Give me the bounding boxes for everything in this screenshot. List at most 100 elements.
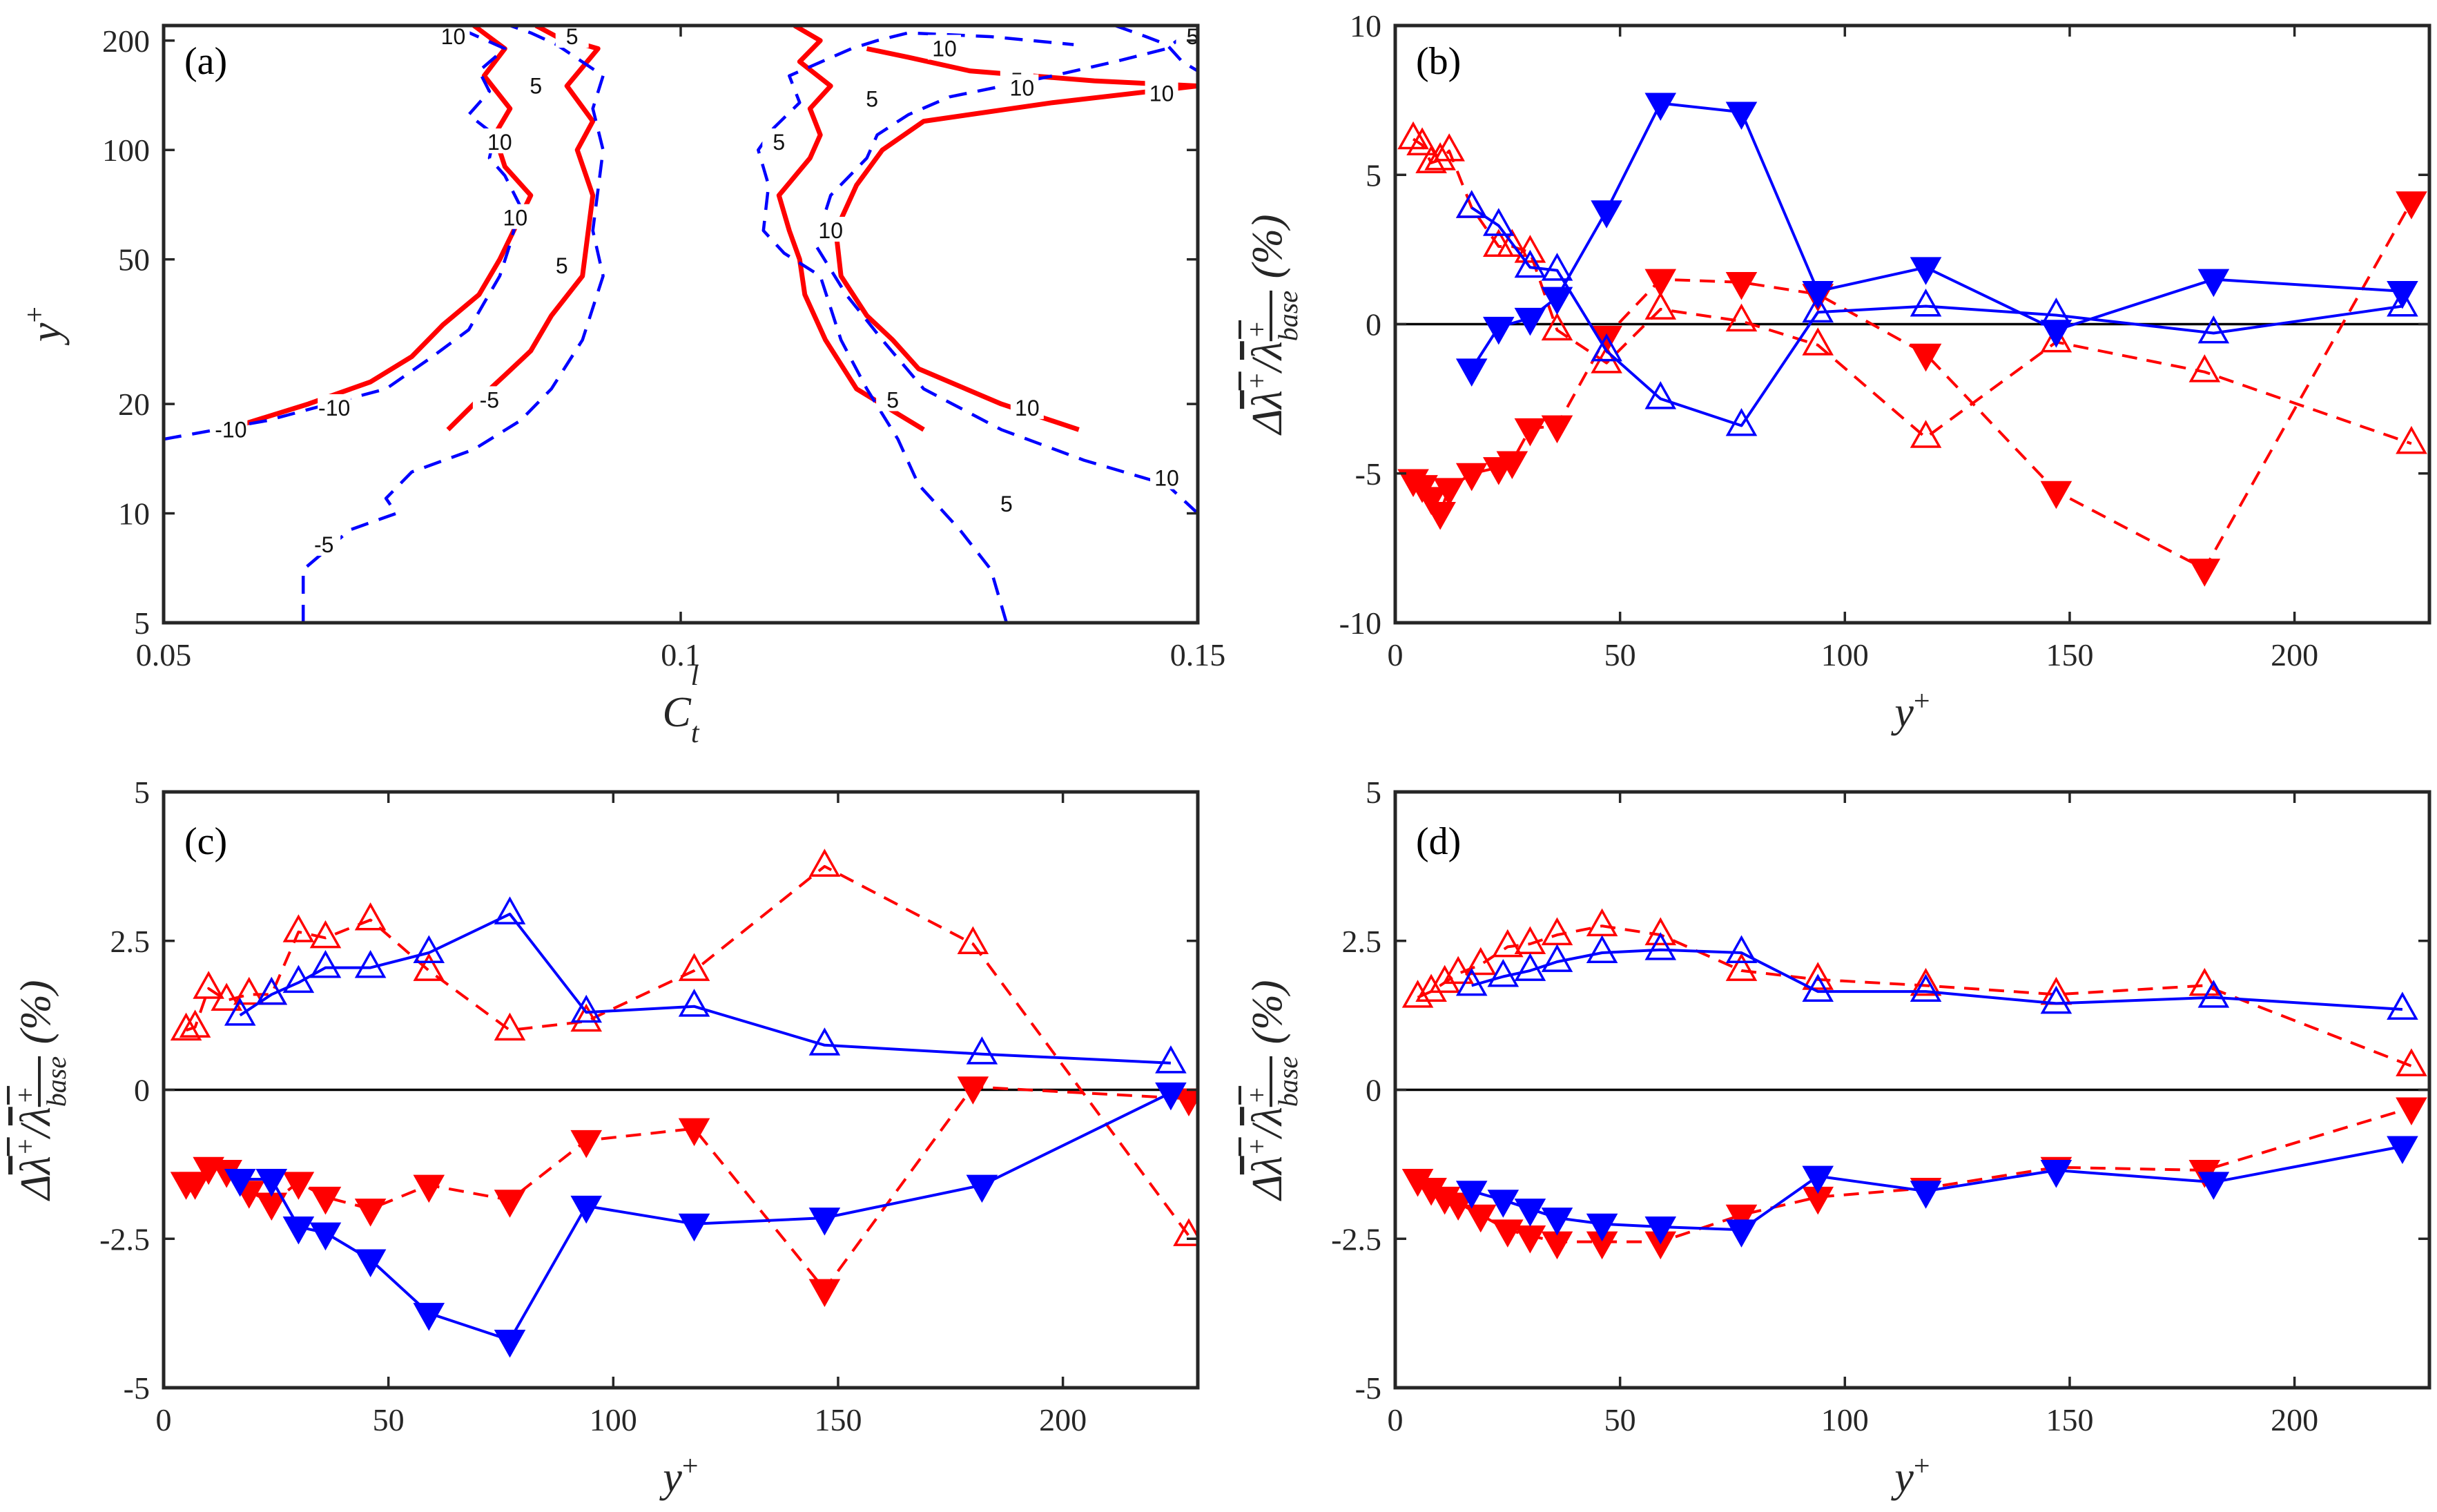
contour-label-bg <box>1176 26 1198 48</box>
y-axis-label: y+ <box>19 307 70 346</box>
y-tick-label: -2.5 <box>99 1221 150 1257</box>
data-point-red-open <box>1401 980 1434 1008</box>
plot-area <box>1395 908 2429 1260</box>
data-point-red-filled <box>1910 343 1942 372</box>
contour-label-bg <box>762 128 796 154</box>
data-point-red-filled <box>2188 559 2221 587</box>
data-point-red-open <box>170 1012 202 1041</box>
data-point-red-open <box>1541 312 1573 341</box>
data-point-red-filled <box>1644 269 1677 298</box>
data-point-blue-open <box>1802 973 1834 1002</box>
data-point-red-open <box>233 976 265 1005</box>
data-point-blue-open <box>413 935 445 963</box>
contour-label: -10 <box>318 396 350 420</box>
data-point-blue-open <box>966 1036 998 1065</box>
x-axis-label-sub: t <box>691 717 700 749</box>
contour-label: 10 <box>487 130 512 155</box>
data-point-red-open <box>1464 947 1497 976</box>
data-point-red-open <box>1424 142 1456 171</box>
x-tick-label: 0 <box>1388 1402 1404 1437</box>
data-point-red-open <box>1802 962 1834 990</box>
x-tick-label: 50 <box>1604 637 1636 672</box>
data-point-blue-open <box>2197 980 2230 1008</box>
data-point-blue-open <box>354 950 387 978</box>
data-point-blue-open <box>1514 249 1546 278</box>
data-point-blue-open <box>1644 381 1677 409</box>
contour-line-red-left-inner <box>446 26 601 432</box>
data-point-blue-open <box>1591 333 1622 362</box>
data-point-red-open <box>1415 973 1447 1002</box>
contour-label: 10 <box>932 37 957 61</box>
data-point-red-open <box>179 1009 211 1038</box>
contour-label: 5 <box>530 74 542 99</box>
data-point-blue-open <box>494 896 526 924</box>
data-point-red-filled <box>354 1199 387 1227</box>
data-point-red-filled <box>1514 1225 1546 1254</box>
y-axis-label-part: Δ <box>1244 409 1291 436</box>
x-axis-label-main: C <box>662 689 691 736</box>
data-point-red-filled <box>179 1172 211 1200</box>
y-axis-label-part: λ <box>1244 1107 1291 1127</box>
data-point-red-filled <box>570 1130 603 1159</box>
contour-label: 5 <box>566 24 579 49</box>
y-axis-label-part: base <box>1272 1056 1303 1107</box>
contour-line-red-right-inner <box>776 26 925 432</box>
y-tick-label: 2.5 <box>1342 924 1382 959</box>
data-point-red-filled <box>2040 481 2072 510</box>
data-point-blue-filled <box>282 1217 315 1245</box>
data-point-blue-open <box>282 965 315 994</box>
y-axis-label-part: base <box>41 1056 72 1107</box>
contour-line-blue-left-outer <box>164 26 523 441</box>
contour-line-blue-right-inner <box>757 31 1074 623</box>
data-point-blue-open <box>570 994 603 1023</box>
data-point-red-open <box>1173 1218 1198 1246</box>
x-axis-label: y+ <box>1890 686 1930 736</box>
panel-d: 0 50 100 150 200-5-2.502.55(d)y+Δλ+/λbase+ (… <box>1241 775 2431 1501</box>
y-axis-label-sup: + <box>19 307 51 323</box>
data-point-blue-open <box>2387 991 2418 1020</box>
contour-label: 5 <box>1000 492 1013 516</box>
data-point-blue-open <box>1644 932 1677 960</box>
data-point-red-open <box>1586 908 1618 937</box>
contour-line-red-left-outer <box>224 26 534 432</box>
y-axis-label-part: λ <box>1244 1156 1291 1176</box>
data-point-blue-open <box>1487 958 1520 987</box>
y-tick-label: -5 <box>1355 456 1381 492</box>
series-line-red-filled <box>1412 201 2413 571</box>
data-point-red-open <box>1442 956 1474 985</box>
data-point-blue-filled <box>1514 307 1546 336</box>
data-point-blue-filled <box>2197 269 2230 298</box>
contour-label-bg <box>545 252 579 278</box>
x-tick-label: 150 <box>2046 1402 2093 1437</box>
contour-label-bg <box>927 35 961 60</box>
data-point-red-filled <box>1464 1204 1497 1233</box>
y-axis-label-part: base <box>1272 291 1303 341</box>
data-point-blue-filled <box>1591 200 1622 229</box>
x-tick-label: 100 <box>590 1402 637 1437</box>
data-point-blue-open <box>224 998 256 1026</box>
y-axis-label-part: (%) <box>1244 214 1291 289</box>
panel-label: (a) <box>184 40 227 83</box>
y-tick-label: 0 <box>1366 307 1381 342</box>
data-point-red-filled <box>1492 1219 1524 1248</box>
y-axis-label-part: (%) <box>12 980 59 1054</box>
y-axis-label-part: + <box>1241 371 1272 390</box>
data-point-red-open <box>354 902 387 931</box>
x-tick-label: 150 <box>2046 637 2093 672</box>
data-point-blue-filled <box>1541 1208 1573 1236</box>
contour-label: 10 <box>441 24 466 49</box>
data-point-red-open <box>2396 425 2427 454</box>
contour-label: 5 <box>773 130 785 155</box>
x-tick-label: 50 <box>373 1402 405 1437</box>
data-point-red-filled <box>494 1190 526 1218</box>
data-point-red-open <box>494 1012 526 1041</box>
data-point-red-open <box>309 920 342 949</box>
y-tick-label: 5 <box>134 605 150 641</box>
contour-label-bg <box>436 26 470 48</box>
x-tick-label: 0.1 <box>661 637 701 672</box>
data-point-blue-open <box>1541 253 1573 281</box>
contour-label: 10 <box>1149 81 1174 106</box>
data-point-red-open <box>2396 1048 2427 1076</box>
data-point-blue-open <box>1455 967 1488 996</box>
data-point-blue-filled <box>309 1222 342 1251</box>
